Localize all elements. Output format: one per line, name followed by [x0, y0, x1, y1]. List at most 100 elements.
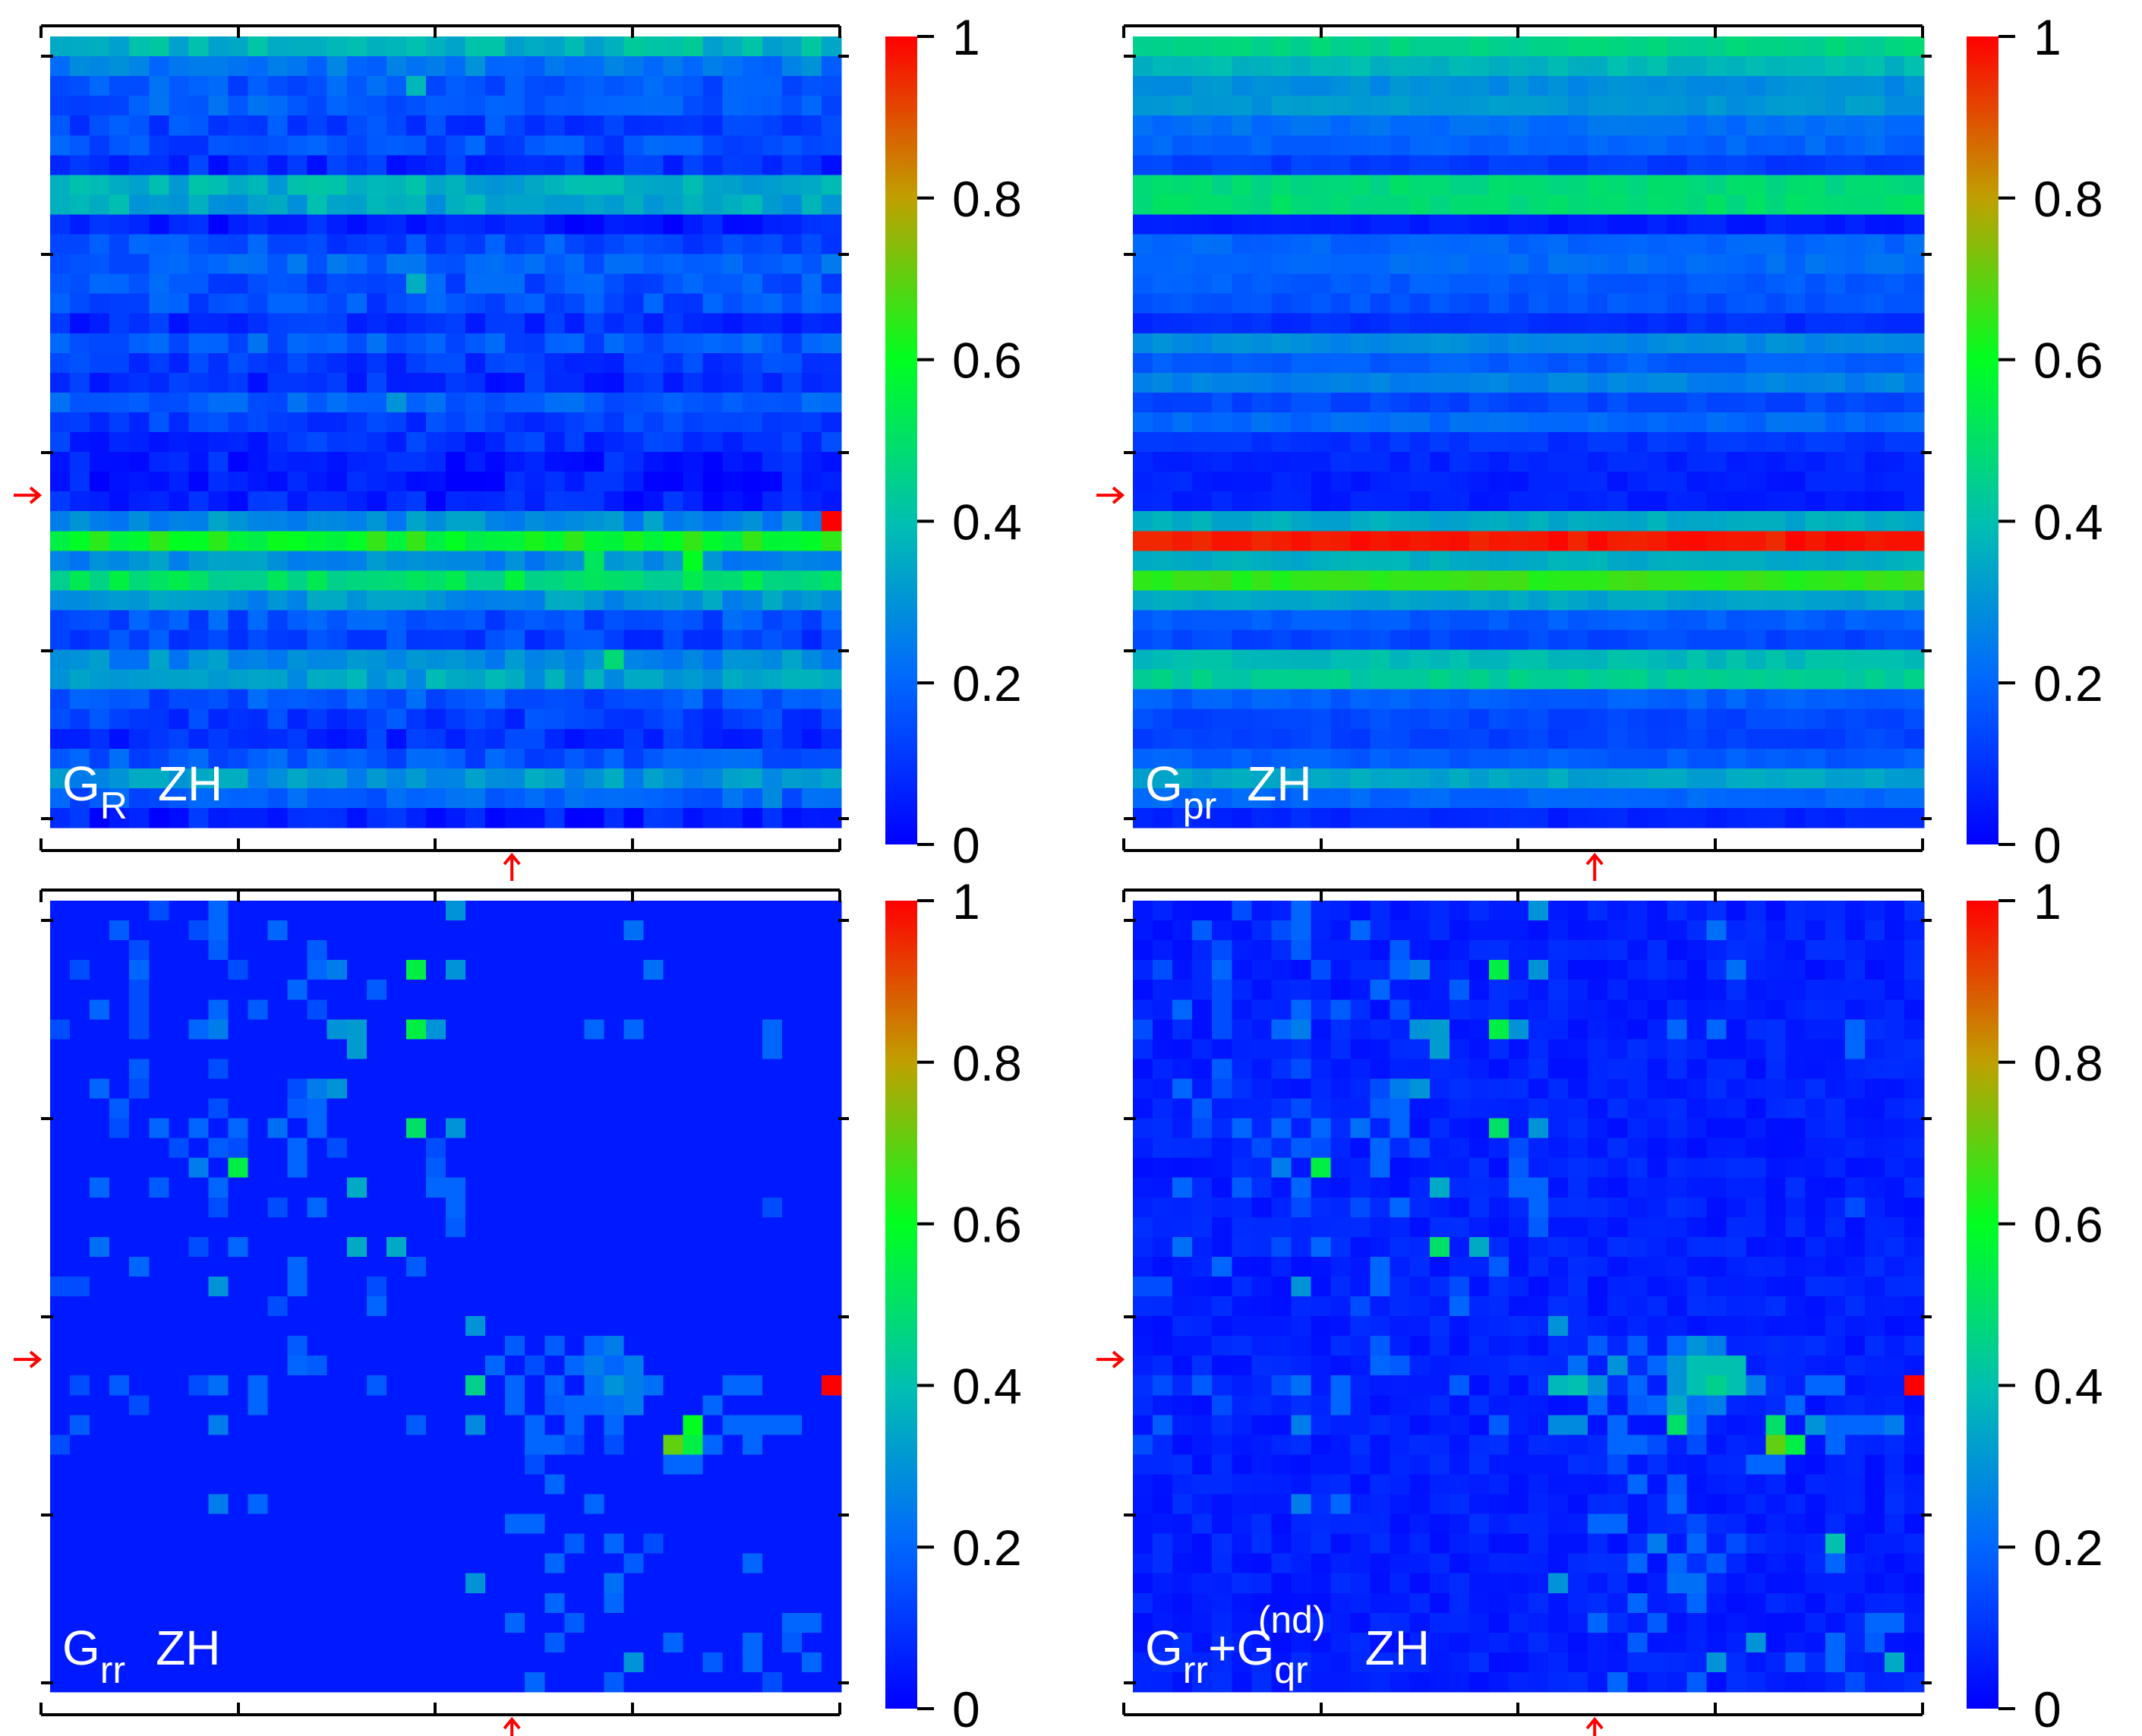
- heatmap-cell: [50, 214, 71, 235]
- heatmap-cell: [129, 1553, 150, 1574]
- heatmap-cell: [1647, 352, 1667, 374]
- heatmap-cell: [821, 1039, 842, 1059]
- heatmap-cell: [1370, 748, 1391, 769]
- heatmap-cell: [1904, 452, 1925, 472]
- heatmap-cell: [228, 1336, 249, 1356]
- heatmap-cell: [1291, 709, 1312, 730]
- heatmap-cell: [307, 452, 328, 472]
- heatmap-cell: [1884, 412, 1905, 433]
- heatmap-cell: [485, 1632, 506, 1653]
- heatmap-cell: [564, 1513, 585, 1535]
- heatmap-cell: [1746, 115, 1767, 136]
- heatmap-cell: [169, 1276, 189, 1297]
- heatmap-cell: [346, 491, 368, 512]
- heatmap-cell: [1350, 392, 1371, 413]
- heatmap-cell: [1765, 570, 1787, 591]
- heatmap-cell: [90, 728, 110, 750]
- heatmap-cell: [1864, 748, 1885, 769]
- heatmap-cell: [366, 748, 387, 769]
- heatmap-cell: [1133, 254, 1153, 275]
- heatmap-cell: [188, 1474, 209, 1495]
- heatmap-cell: [663, 155, 684, 175]
- heatmap-cell: [1588, 570, 1608, 591]
- heatmap-cell: [584, 1415, 604, 1435]
- heatmap-cell: [228, 1276, 249, 1297]
- heatmap-cell: [801, 352, 822, 374]
- heatmap-cell: [188, 1513, 209, 1535]
- heatmap-cell: [169, 1256, 189, 1277]
- heatmap-cell: [1390, 115, 1411, 136]
- heatmap-cell: [287, 432, 308, 453]
- heatmap-cell: [50, 1632, 71, 1653]
- heatmap-cell: [683, 472, 704, 492]
- heatmap-cell: [742, 313, 763, 334]
- heatmap-cell: [525, 748, 545, 769]
- heatmap-cell: [169, 1415, 189, 1435]
- heatmap-cell: [109, 570, 130, 591]
- heatmap-cell: [623, 1197, 645, 1218]
- heatmap-cell: [1785, 56, 1806, 77]
- heatmap-cell: [129, 452, 150, 472]
- heatmap-cell: [1904, 630, 1925, 651]
- heatmap-cell: [1330, 36, 1352, 57]
- heatmap-cell: [525, 1177, 545, 1198]
- heatmap-cell: [544, 115, 565, 136]
- heatmap-cell: [801, 1078, 822, 1100]
- heatmap-cell: [1844, 788, 1866, 809]
- heatmap-cell: [90, 452, 110, 472]
- heatmap-cell: [149, 1513, 169, 1535]
- heatmap-cell: [1133, 432, 1153, 453]
- heatmap-cell: [1390, 234, 1411, 255]
- heatmap-cell: [762, 392, 783, 413]
- heatmap-cell: [1607, 175, 1628, 195]
- heatmap-cell: [1706, 313, 1727, 334]
- heatmap-cell: [1568, 392, 1588, 413]
- heatmap-cell: [1686, 807, 1708, 829]
- heatmap-cell: [50, 768, 71, 789]
- heatmap-cell: [1449, 273, 1470, 295]
- heatmap-cell: [228, 115, 249, 136]
- heatmap-cell: [90, 1256, 110, 1277]
- heatmap-cell: [327, 1336, 348, 1356]
- heatmap-cell: [1468, 590, 1490, 611]
- heatmap-cell: [683, 333, 704, 354]
- heatmap-cell: [90, 1632, 110, 1653]
- heatmap-cell: [1251, 254, 1272, 275]
- heatmap-cell: [425, 728, 446, 750]
- heatmap-cell: [1805, 273, 1826, 295]
- heatmap-cell: [762, 709, 783, 730]
- heatmap-cell: [425, 768, 446, 789]
- heatmap-cell: [1667, 392, 1687, 413]
- heatmap-cell: [50, 194, 71, 216]
- heatmap-cell: [1172, 214, 1193, 235]
- heatmap-cell: [1468, 689, 1490, 710]
- heatmap-cell: [1449, 56, 1470, 77]
- heatmap-cell: [307, 1316, 328, 1337]
- heatmap-cell: [1825, 293, 1846, 314]
- heatmap-cell: [1508, 807, 1529, 829]
- heatmap-cell: [1686, 254, 1708, 275]
- heatmap-cell: [742, 1435, 763, 1455]
- heatmap-cell: [208, 1138, 229, 1159]
- heatmap-cell: [485, 709, 506, 730]
- heatmap-cell: [446, 999, 466, 1020]
- heatmap-cell: [1153, 155, 1173, 175]
- heatmap-cell: [446, 1336, 466, 1356]
- heatmap-cell: [762, 511, 783, 532]
- heatmap-cell: [1864, 96, 1885, 116]
- heatmap-cell: [1468, 56, 1490, 77]
- heatmap-cell: [1726, 570, 1747, 591]
- heatmap-cell: [228, 1592, 249, 1614]
- heatmap-cell: [525, 1632, 545, 1653]
- heatmap-cell: [801, 1356, 822, 1376]
- heatmap-cell: [1884, 551, 1905, 571]
- heatmap-cell: [267, 901, 289, 921]
- heatmap-cell: [287, 960, 308, 980]
- heatmap-cell: [446, 1276, 466, 1297]
- heatmap-cell: [1192, 96, 1213, 116]
- heatmap-cell: [525, 689, 545, 710]
- heatmap-cell: [1311, 115, 1332, 136]
- heatmap-cell: [1726, 175, 1747, 195]
- heatmap-cell: [663, 1573, 684, 1594]
- heatmap-cell: [1172, 709, 1193, 730]
